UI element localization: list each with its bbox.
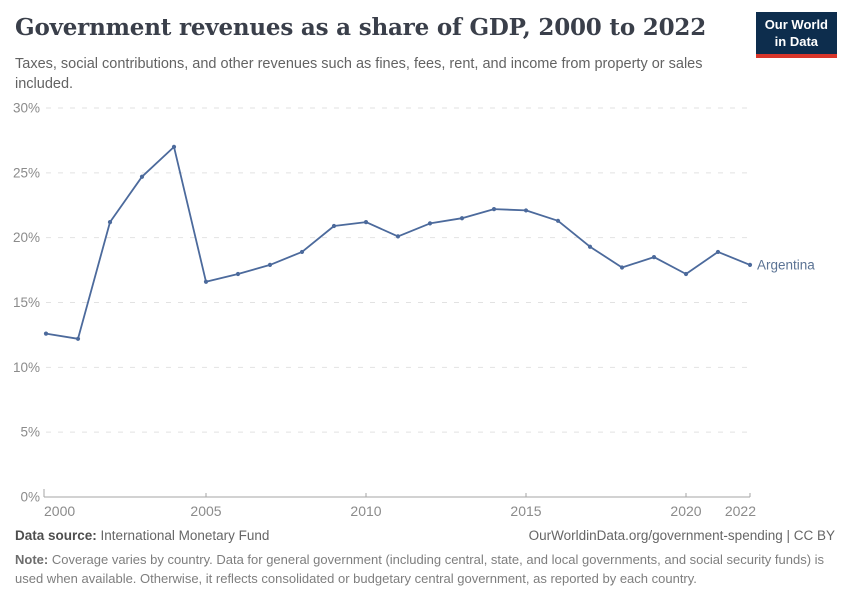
source-row: Data source: International Monetary Fund… [15, 528, 835, 543]
data-source-label: Data source: [15, 528, 97, 543]
data-point [235, 271, 241, 277]
data-point [523, 208, 529, 213]
x-tick-label: 2005 [190, 503, 221, 516]
y-tick-label: 20% [13, 230, 40, 245]
x-tick-label: 2022 [725, 503, 756, 516]
note-label: Note: [15, 552, 49, 567]
data-point [459, 216, 465, 221]
note-text: Coverage varies by country. Data for gen… [15, 552, 825, 586]
data-point [555, 218, 561, 223]
owid-logo: Our World in Data [755, 12, 837, 58]
data-point [715, 249, 721, 255]
data-point [363, 220, 369, 225]
data-point [171, 144, 177, 149]
chart-note: Note: Coverage varies by country. Data f… [15, 551, 835, 589]
data-point [267, 262, 273, 267]
data-point [139, 174, 145, 179]
data-point [491, 207, 497, 212]
data-point [107, 220, 113, 225]
chart-footer: Data source: International Monetary Fund… [15, 528, 835, 589]
y-tick-label: 10% [13, 360, 40, 375]
page-title: Government revenues as a share of GDP, 2… [15, 14, 707, 41]
data-point [683, 271, 689, 277]
owid-url-link[interactable]: OurWorldinData.org/government-spending |… [528, 528, 835, 543]
line-chart: 0% 5% 10% 15% 20% 25% 30% 2000 2005 2010 2015 2020 2… [0, 92, 850, 520]
x-tick-label: 2015 [510, 503, 541, 516]
x-tick-label: 2000 [44, 503, 75, 516]
data-line-argentina [45, 146, 751, 340]
data-point [587, 244, 593, 249]
data-point [619, 265, 625, 270]
y-tick-label: 15% [13, 295, 40, 310]
owid-logo-line2: in Data [774, 33, 819, 49]
data-point [747, 262, 753, 267]
y-tick-label: 25% [13, 165, 40, 180]
data-point [299, 249, 305, 255]
x-tick-label: 2020 [670, 503, 701, 516]
chart-canvas: 0% 5% 10% 15% 20% 25% 30% 2000 2005 2010 2015 2020 2… [13, 101, 815, 520]
data-point [651, 255, 657, 260]
y-tick-label: 30% [13, 101, 40, 116]
data-point [75, 336, 81, 341]
chart-subtitle: Taxes, social contributions, and other r… [15, 56, 703, 92]
data-point [203, 279, 209, 284]
data-source-value: International Monetary Fund [100, 528, 270, 543]
y-tick-label: 0% [20, 490, 40, 505]
data-point [331, 223, 337, 229]
data-source: Data source: International Monetary Fund [15, 528, 269, 543]
data-point [43, 331, 49, 336]
x-tick-label: 2010 [350, 503, 381, 516]
data-point [427, 221, 433, 226]
y-tick-label: 5% [20, 425, 40, 440]
series-label-argentina: Argentina [757, 257, 815, 272]
owid-logo-line1: Our World [764, 17, 828, 32]
data-point [395, 234, 401, 239]
